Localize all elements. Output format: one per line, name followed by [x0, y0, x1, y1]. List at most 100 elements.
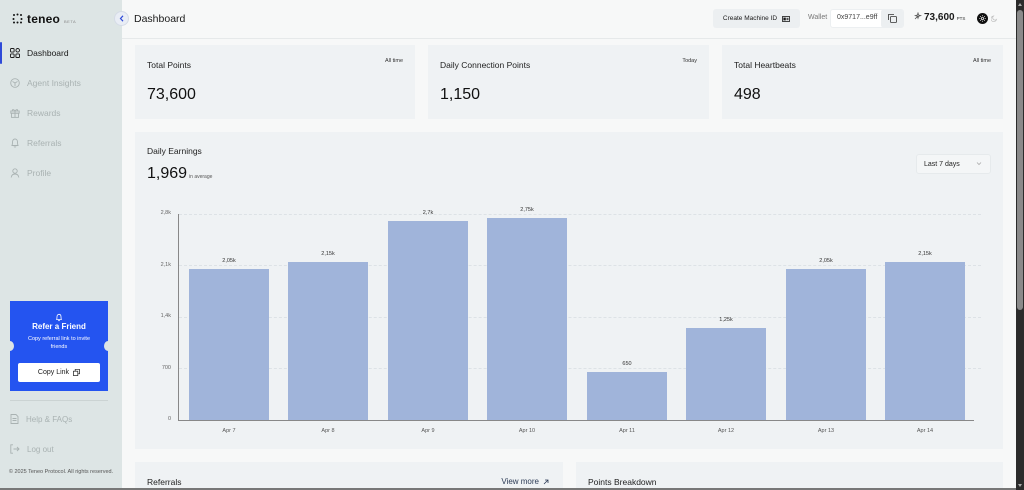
stat-card-total-points: Total Points All time 73,600: [135, 45, 415, 119]
bar-apr-9[interactable]: [388, 221, 468, 420]
date-range-select[interactable]: Last 7 days: [916, 154, 991, 174]
stat-title: Total Heartbeats: [734, 60, 796, 70]
dark-mode-icon: [977, 13, 988, 24]
y-tick: 2,1k: [160, 262, 171, 268]
sidebar-item-label: Referrals: [27, 138, 62, 148]
x-tick: Apr 10: [518, 428, 536, 434]
copy-wallet-button[interactable]: [881, 9, 903, 28]
sidebar-item-dashboard[interactable]: Dashboard: [0, 38, 122, 68]
points-unit: PTS: [956, 16, 966, 21]
sidebar-item-referrals[interactable]: Referrals: [0, 128, 122, 158]
stat-period: Today: [682, 58, 697, 64]
copy-link-label: Copy Link: [37, 369, 70, 376]
y-tick: 0: [167, 416, 171, 422]
x-tick: Apr 7: [222, 428, 236, 434]
x-tick: Apr 14: [916, 428, 934, 434]
y-tick: 1,4k: [160, 313, 171, 319]
earnings-average-value: 1,969: [147, 165, 188, 182]
bar-apr-14[interactable]: [885, 262, 965, 420]
chevron-down-icon: [976, 162, 982, 166]
cube-icon: [10, 78, 20, 88]
chevron-left-icon: [119, 15, 123, 22]
wallet-label: Wallet: [808, 14, 828, 21]
scroll-thumb[interactable]: [1017, 10, 1023, 310]
sparkle-icon: [914, 12, 922, 20]
bar-apr-13[interactable]: [786, 269, 866, 420]
sidebar-item-label: Rewards: [27, 108, 61, 118]
grid-line: [179, 368, 981, 369]
sidebar-item-label: Agent Insights: [27, 78, 81, 88]
view-more-label: View more: [501, 477, 539, 486]
wallet-address: 0x9717...e9ff: [837, 14, 878, 21]
x-tick: Apr 13: [817, 428, 835, 434]
collapse-sidebar-button[interactable]: [114, 11, 129, 26]
bar-value-label: 650: [622, 361, 632, 367]
points-breakdown-card: Points Breakdown: [576, 462, 1003, 490]
moon-icon: [991, 15, 998, 22]
grid-line: [179, 265, 981, 266]
refer-friend-card: Refer a Friend Copy referral link to inv…: [6, 301, 112, 391]
sidebar-item-profile[interactable]: Profile: [0, 158, 122, 188]
x-tick: Apr 9: [421, 428, 435, 434]
bar-apr-12[interactable]: [686, 328, 766, 420]
bar-value-label: 2,7k: [422, 210, 434, 216]
logout-link[interactable]: Log out: [10, 444, 54, 454]
stat-period: All time: [384, 58, 403, 64]
sidebar-nav: Dashboard Agent Insights Rewards Referra…: [0, 38, 122, 188]
bar-apr-10[interactable]: [487, 218, 567, 420]
stat-title: Daily Connection Points: [440, 60, 531, 70]
x-tick: Apr 8: [321, 428, 335, 434]
stat-card-daily-connection-points: Daily Connection Points Today 1,150: [428, 45, 709, 119]
refer-title: Refer a Friend: [32, 322, 86, 331]
gift-icon: [10, 109, 20, 118]
sidebar-item-label: Dashboard: [27, 48, 69, 58]
page-scrollbar[interactable]: [1016, 0, 1024, 490]
copy-icon: [887, 14, 897, 23]
sidebar-item-label: Profile: [27, 168, 52, 178]
y-axis: [178, 214, 179, 421]
help-faqs-label: Help & FAQs: [26, 414, 73, 424]
sidebar-divider: [10, 400, 108, 401]
scroll-up-arrow[interactable]: [1018, 3, 1022, 6]
y-tick: 700: [161, 365, 171, 371]
grid-line: [179, 214, 981, 215]
theme-toggle[interactable]: [977, 12, 1003, 25]
scroll-down-arrow[interactable]: [1018, 484, 1022, 487]
stat-value: 1,150: [440, 86, 481, 103]
copyright-text: © 2025 Teneo Protocol. All rights reserv…: [8, 469, 114, 475]
page-title: Dashboard: [134, 13, 186, 25]
grid-line: [179, 317, 981, 318]
referrals-card: Referrals View more: [135, 462, 563, 490]
document-icon: [10, 414, 19, 424]
sidebar-item-agent-insights[interactable]: Agent Insights: [0, 68, 122, 98]
bar-apr-11[interactable]: [587, 372, 667, 420]
copy-link-button[interactable]: Copy Link: [18, 363, 100, 382]
sidebar: teneo BETA Dashboard Agent Insights Rewa…: [0, 0, 122, 490]
logo[interactable]: teneo BETA: [12, 12, 76, 26]
stat-value: 498: [734, 86, 761, 103]
bar-value-label: 1,25k: [719, 317, 733, 323]
daily-earnings-chart: 2,8k 2,1k 1,4k 700 0 2,05k Apr 7 2,15k A…: [135, 132, 1003, 449]
bar-value-label: 2,05k: [819, 258, 833, 264]
logout-icon: [10, 444, 20, 454]
bar-apr-7[interactable]: [189, 269, 269, 420]
id-card-icon: [782, 15, 790, 22]
copy-icon: [73, 369, 80, 376]
points-balance: 73,600 PTS: [914, 12, 965, 23]
date-range-value: Last 7 days: [924, 160, 960, 168]
create-machine-id-button[interactable]: Create Machine ID: [713, 9, 800, 28]
logo-text: teneo: [27, 12, 61, 26]
bar-value-label: 2,15k: [918, 251, 932, 257]
earnings-title: Daily Earnings: [147, 146, 202, 156]
logo-icon: [12, 13, 23, 24]
user-icon: [10, 168, 20, 178]
view-more-link[interactable]: View more: [501, 477, 549, 486]
points-value: 73,600: [924, 12, 955, 23]
stat-card-total-heartbeats: Total Heartbeats All time 498: [722, 45, 1003, 119]
earnings-average: 1,969 in average: [147, 165, 212, 183]
sidebar-item-rewards[interactable]: Rewards: [0, 98, 122, 128]
referrals-title: Referrals: [147, 477, 182, 487]
help-faqs-link[interactable]: Help & FAQs: [10, 414, 72, 424]
refer-description: Copy referral link to invite friends: [27, 336, 91, 350]
bar-apr-8[interactable]: [288, 262, 368, 420]
